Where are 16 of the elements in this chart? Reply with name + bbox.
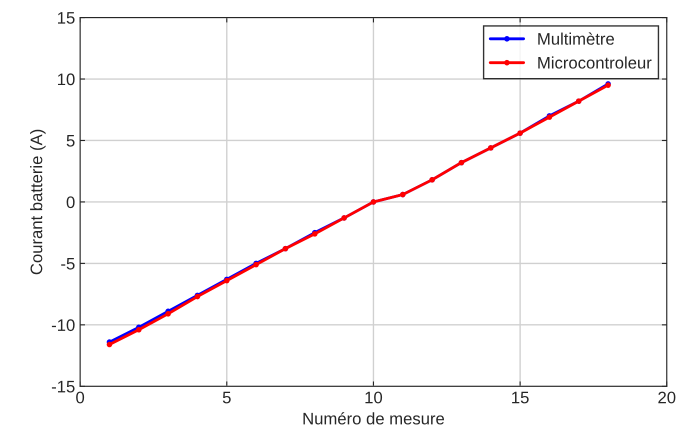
y-axis-title: Courant batterie (A) — [30, 130, 46, 274]
x-tick-label: 0 — [76, 392, 84, 404]
y-tick-label: -15 — [52, 380, 75, 393]
y-tick-label: 5 — [66, 135, 75, 147]
y-tick-label: 15 — [58, 12, 75, 24]
x-tick-label: 5 — [222, 392, 231, 404]
legend-label: Microcontroleur — [538, 56, 652, 69]
x-tick-label: 10 — [365, 392, 382, 404]
legend-label: Multimètre — [538, 32, 614, 45]
y-tick-label: -10 — [52, 319, 75, 332]
x-tick-label: 20 — [658, 392, 676, 404]
x-tick-label: 15 — [512, 392, 529, 404]
y-tick-label: 10 — [58, 73, 75, 86]
y-tick-label: -5 — [61, 258, 75, 270]
x-axis-title: Numéro de mesure — [303, 412, 444, 425]
y-tick-label: 0 — [66, 196, 75, 208]
